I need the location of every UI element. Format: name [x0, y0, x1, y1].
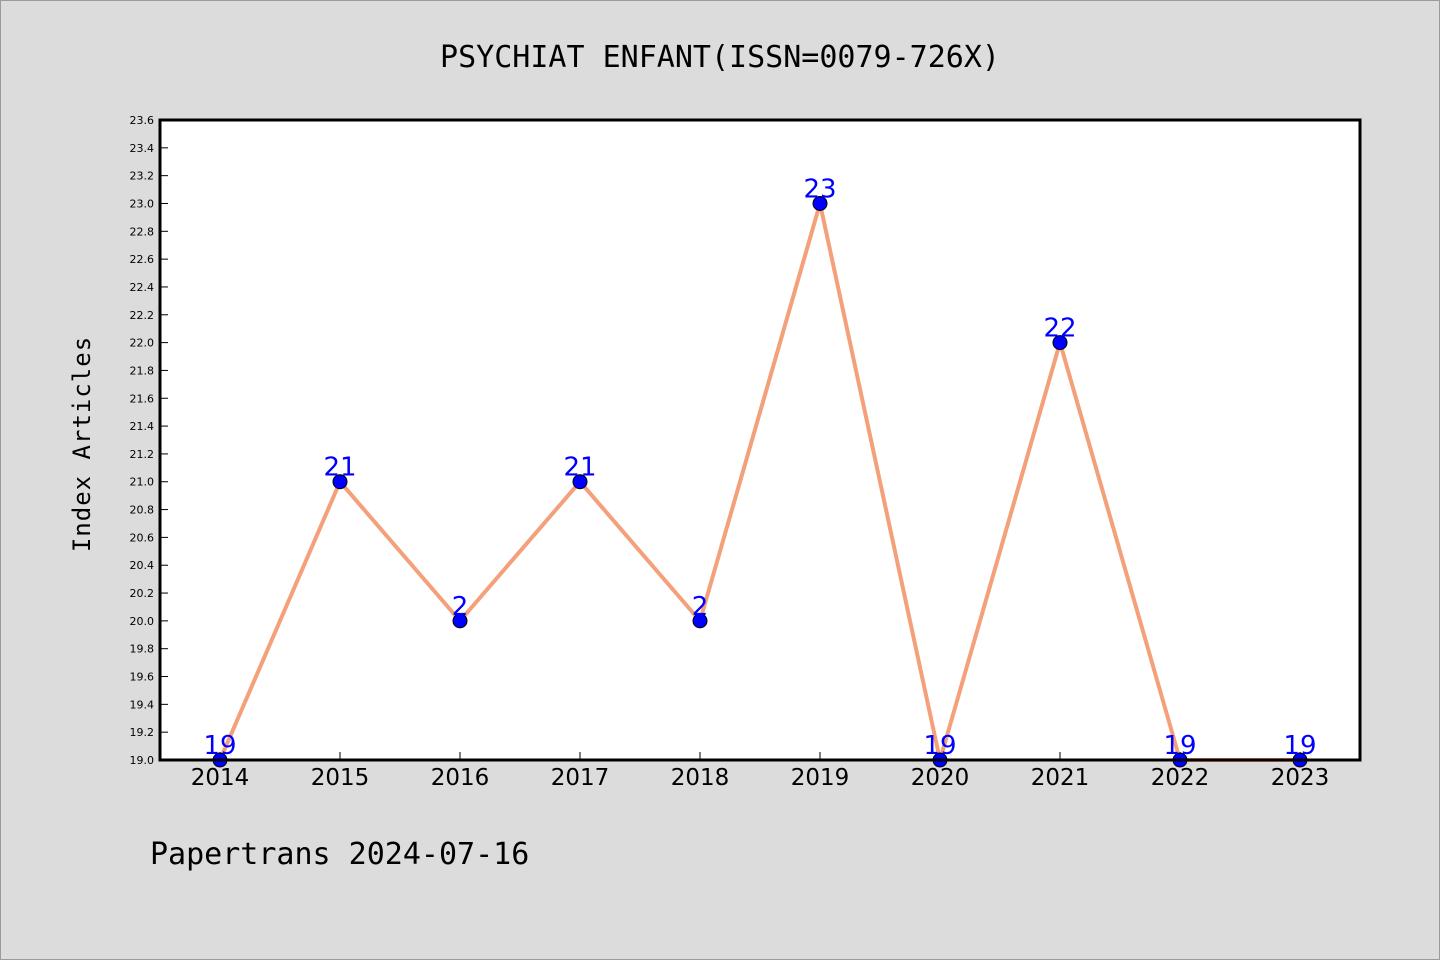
y-tick-label: 22.6	[130, 253, 155, 266]
x-tick-label: 2016	[431, 765, 490, 791]
y-tick-label: 19.6	[130, 671, 155, 684]
x-tick-label: 2019	[791, 765, 850, 791]
y-tick-label: 21.2	[130, 448, 155, 461]
y-tick-label: 19.2	[130, 726, 155, 739]
y-tick-label: 23.0	[130, 197, 155, 210]
data-label: 19	[203, 731, 236, 761]
y-tick-label: 20.8	[130, 504, 155, 517]
x-tick-label: 2014	[191, 765, 250, 791]
x-tick-label: 2021	[1031, 765, 1090, 791]
x-tick-label: 2017	[551, 765, 610, 791]
x-tick-label: 2022	[1151, 765, 1210, 791]
y-tick-label: 19.0	[130, 754, 155, 767]
data-label: 23	[803, 174, 836, 204]
y-tick-label: 20.6	[130, 531, 155, 544]
data-label: 19	[923, 731, 956, 761]
y-axis-label: Index Articles	[68, 336, 96, 552]
y-tick-label: 19.4	[130, 698, 155, 711]
data-label: 21	[563, 453, 596, 483]
data-point	[812, 195, 828, 211]
y-tick-label: 21.0	[130, 476, 155, 489]
y-tick-label: 20.0	[130, 615, 155, 628]
plot-border	[158, 118, 1362, 762]
data-point	[692, 613, 708, 629]
x-tick-label: 2015	[311, 765, 370, 791]
y-tick-label: 22.0	[130, 337, 155, 350]
data-label: 19	[1163, 731, 1196, 761]
data-label: 22	[1043, 314, 1076, 344]
data-point	[572, 474, 588, 490]
y-tick-label: 21.6	[130, 392, 155, 405]
series-group	[212, 195, 1308, 768]
y-tick-label: 23.2	[130, 170, 155, 183]
y-tick-label: 22.2	[130, 309, 155, 322]
y-tick-label: 20.4	[130, 559, 155, 572]
plot-area	[160, 120, 1360, 760]
data-labels-group: 19 21 2 21 2 23 19 22 19 19	[203, 174, 1316, 761]
y-tick-label: 21.4	[130, 420, 155, 433]
y-tick-label: 22.4	[130, 281, 155, 294]
y-tick-label: 23.6	[130, 114, 155, 127]
y-tick-label: 23.4	[130, 142, 155, 155]
y-tick-label: 21.8	[130, 364, 155, 377]
x-tick-label: 2018	[671, 765, 730, 791]
footer-text: Papertrans 2024-07-16	[150, 837, 529, 872]
x-tick-label: 2023	[1271, 765, 1330, 791]
y-tick-label: 20.2	[130, 587, 155, 600]
chart-title: PSYCHIAT ENFANT(ISSN=0079-726X)	[440, 40, 1000, 75]
y-tick-label: 19.8	[130, 643, 155, 656]
data-point	[452, 613, 468, 629]
x-axis-ticks: 2014 2015 2016 2017 2018 2019 2020 2021 2022 2023	[191, 752, 1330, 791]
data-point	[332, 474, 348, 490]
data-label: 2	[692, 592, 709, 622]
y-axis-ticks: 19.0 19.2 19.4 19.6 19.8 20.0 20.2 20.4 20.6 20.8…	[130, 114, 168, 767]
series-line	[218, 201, 1300, 762]
data-point	[1052, 335, 1068, 351]
x-tick-label: 2020	[911, 765, 970, 791]
y-tick-label: 22.8	[130, 225, 155, 238]
data-label: 21	[323, 453, 356, 483]
data-label: 2	[452, 592, 469, 622]
data-label: 19	[1283, 731, 1316, 761]
